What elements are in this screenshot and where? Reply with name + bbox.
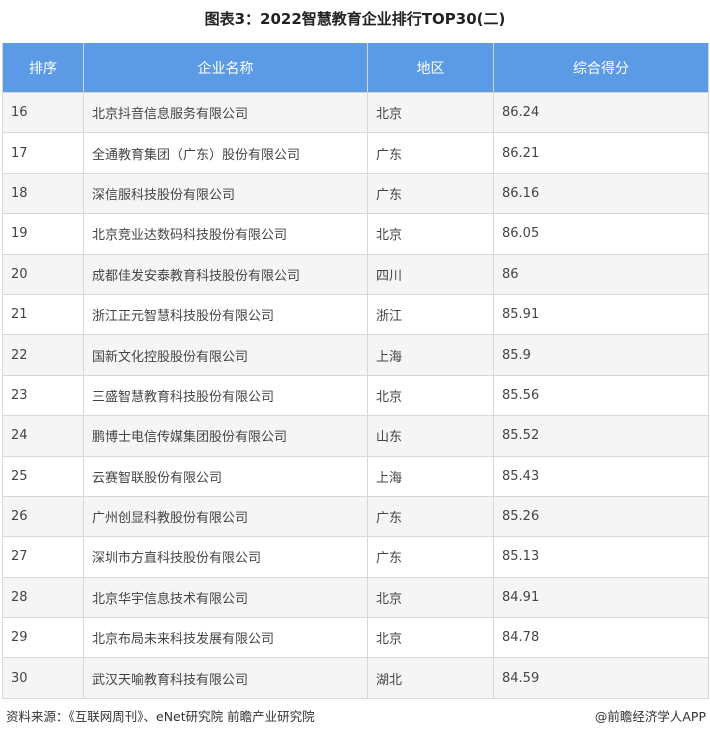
region-cell: 北京 [367,617,494,659]
company-cell: 三盛智慧教育科技股份有限公司 [83,374,368,417]
region-cell: 北京 [367,91,494,134]
company-cell: 北京竞业达数码科技股份有限公司 [83,213,368,255]
company-cell: 国新文化控股股份有限公司 [83,334,368,376]
header-region: 地区 [367,43,494,93]
table-row: 24 鹏博士电信传媒集团股份有限公司 山东 85.52 [2,415,709,457]
rank-cell: 24 [2,415,84,457]
rank-cell: 19 [2,213,84,255]
region-cell: 北京 [367,213,494,255]
table-row: 27 深圳市方直科技股份有限公司 广东 85.13 [2,536,709,578]
table-header-row: 排序 企业名称 地区 综合得分 [2,43,709,93]
table-row: 16 北京抖音信息服务有限公司 北京 86.24 [2,91,709,134]
table-row: 22 国新文化控股股份有限公司 上海 85.9 [2,334,709,376]
table-row: 19 北京竞业达数码科技股份有限公司 北京 86.05 [2,213,709,255]
company-cell: 广州创显科教股份有限公司 [83,495,368,538]
score-cell: 85.91 [493,293,709,336]
rank-cell: 27 [2,536,84,578]
rank-cell: 29 [2,617,84,659]
score-cell: 85.9 [493,334,709,376]
rank-cell: 17 [2,132,84,174]
table-row: 26 广州创显科教股份有限公司 广东 85.26 [2,495,709,538]
source-note: 资料来源：《互联网周刊》、eNet研究院 前瞻产业研究院 [6,709,315,724]
rank-cell: 22 [2,334,84,376]
rank-cell: 21 [2,293,84,336]
company-cell: 北京布局未来科技发展有限公司 [83,617,368,659]
company-cell: 深信服科技股份有限公司 [83,172,368,215]
company-cell: 深圳市方直科技股份有限公司 [83,536,368,578]
ranking-table: 排序 企业名称 地区 综合得分 16 北京抖音信息服务有限公司 北京 86.24 17 全… [2,43,709,699]
company-cell: 鹏博士电信传媒集团股份有限公司 [83,415,368,457]
rank-cell: 26 [2,495,84,538]
table-row: 28 北京华宇信息技术有限公司 北京 84.91 [2,576,709,619]
rank-cell: 30 [2,657,84,699]
table-row: 25 云赛智联股份有限公司 上海 85.43 [2,455,709,497]
table-row: 18 深信服科技股份有限公司 广东 86.16 [2,172,709,215]
region-cell: 广东 [367,132,494,174]
score-cell: 86.16 [493,172,709,215]
region-cell: 广东 [367,172,494,215]
company-cell: 全通教育集团（广东）股份有限公司 [83,132,368,174]
score-cell: 86.05 [493,213,709,255]
rank-cell: 23 [2,374,84,417]
table-row: 30 武汉天喻教育科技有限公司 湖北 84.59 [2,657,709,699]
score-cell: 86 [493,253,709,295]
score-cell: 85.13 [493,536,709,578]
company-cell: 成都佳发安泰教育科技股份有限公司 [83,253,368,295]
company-cell: 北京抖音信息服务有限公司 [83,91,368,134]
score-cell: 84.91 [493,576,709,619]
rank-cell: 25 [2,455,84,497]
rank-cell: 20 [2,253,84,295]
header-score: 综合得分 [493,43,709,93]
region-cell: 上海 [367,334,494,376]
score-cell: 84.78 [493,617,709,659]
region-cell: 浙江 [367,293,494,336]
header-rank: 排序 [2,43,84,93]
region-cell: 上海 [367,455,494,497]
company-cell: 北京华宇信息技术有限公司 [83,576,368,619]
score-cell: 85.43 [493,455,709,497]
table-row: 20 成都佳发安泰教育科技股份有限公司 四川 86 [2,253,709,295]
table-row: 29 北京布局未来科技发展有限公司 北京 84.78 [2,617,709,659]
rank-cell: 16 [2,91,84,134]
score-cell: 86.24 [493,91,709,134]
score-cell: 86.21 [493,132,709,174]
credit: @前瞻经济学人APP [594,709,706,724]
header-company: 企业名称 [83,43,368,93]
score-cell: 85.56 [493,374,709,417]
score-cell: 85.52 [493,415,709,457]
table-row: 17 全通教育集团（广东）股份有限公司 广东 86.21 [2,132,709,174]
region-cell: 山东 [367,415,494,457]
region-cell: 四川 [367,253,494,295]
chart-title: 图表3：2022智慧教育企业排行TOP30(二) [204,10,506,28]
score-cell: 84.59 [493,657,709,699]
region-cell: 广东 [367,495,494,538]
company-cell: 武汉天喻教育科技有限公司 [83,657,368,699]
rank-cell: 28 [2,576,84,619]
region-cell: 北京 [367,576,494,619]
rank-cell: 18 [2,172,84,215]
company-cell: 云赛智联股份有限公司 [83,455,368,497]
region-cell: 北京 [367,374,494,417]
table-row: 21 浙江正元智慧科技股份有限公司 浙江 85.91 [2,293,709,336]
region-cell: 湖北 [367,657,494,699]
company-cell: 浙江正元智慧科技股份有限公司 [83,293,368,336]
table-row: 23 三盛智慧教育科技股份有限公司 北京 85.56 [2,374,709,417]
score-cell: 85.26 [493,495,709,538]
region-cell: 广东 [367,536,494,578]
